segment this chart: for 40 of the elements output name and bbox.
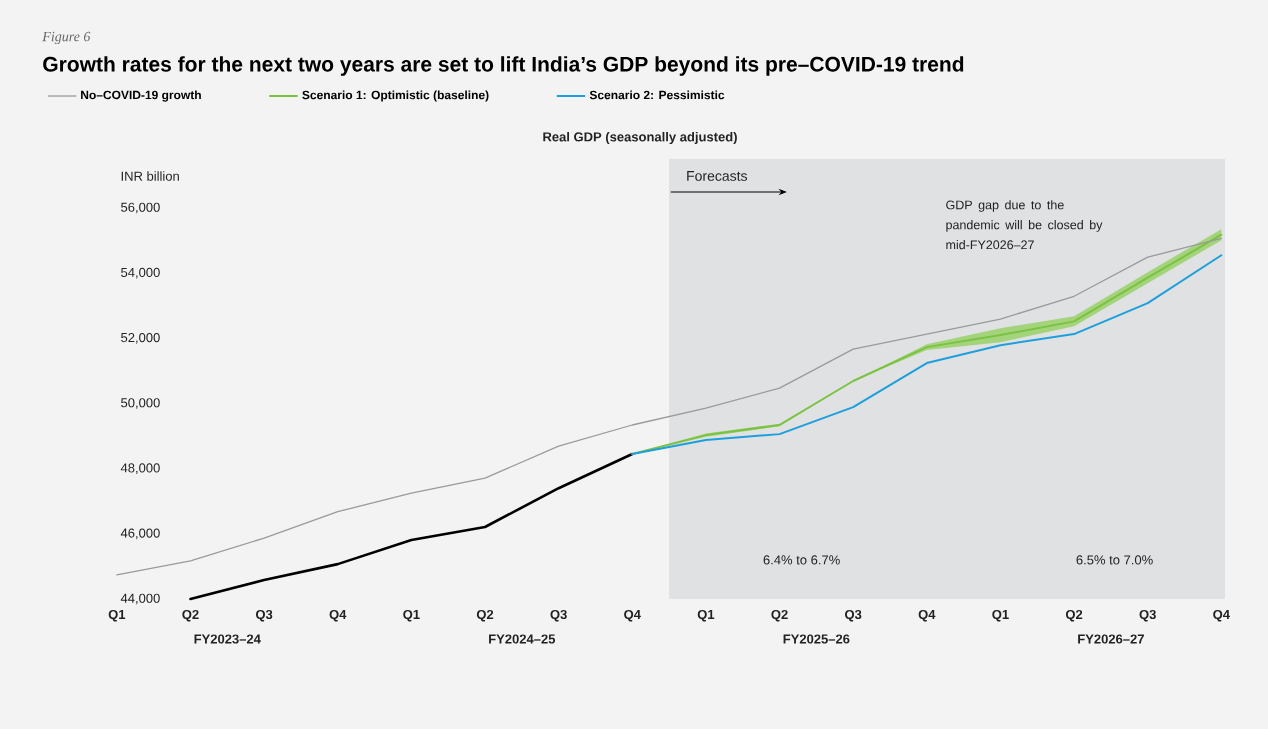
legend-label: Scenario 1: Optimistic (baseline) [302, 90, 489, 102]
y-tick-label: 44,000 [120, 593, 160, 605]
x-tick-label: Q4 [918, 609, 936, 622]
chart-subtitle: Real GDP (seasonally adjusted) [543, 131, 737, 145]
annotation: 6.4% to 6.7% [763, 555, 840, 565]
x-tick-label: Q1 [108, 609, 126, 622]
x-tick-label: Q4 [329, 609, 347, 622]
annotation: 6.5% to 7.0% [1076, 555, 1153, 565]
line-series [189, 452, 634, 601]
y-tick-label: 46,000 [120, 528, 160, 540]
text: FY2023–24 [194, 634, 261, 644]
y-tick-label: 48,000 [120, 463, 160, 475]
y-axis-title: INR billion [121, 171, 179, 181]
x-tick-label: Q2 [771, 609, 788, 622]
chart-title: Growth rates for the next two years are set to lift India’s GDP beyond its pre–COVID-19 trend [43, 56, 964, 76]
x-tick-label: Q2 [1065, 609, 1083, 622]
legend-label: Scenario 2: Pessimistic [589, 90, 725, 100]
annotation: GDP gap due to the pandemic will be closed by mid-FY2026–27 [946, 200, 1103, 250]
text: FY2024–25 [489, 634, 556, 644]
text: FY2025–26 [783, 634, 850, 644]
x-tick-label: Q4 [1213, 609, 1230, 622]
x-tick-label: Q3 [1139, 609, 1156, 622]
x-tick-label: Q1 [992, 609, 1009, 622]
y-tick-label: 54,000 [121, 267, 160, 279]
x-tick-label: Q2 [182, 609, 199, 622]
line-series [116, 237, 1222, 576]
caption: Figure 6 [42, 31, 91, 45]
text: FY2026–27 [1078, 634, 1144, 644]
x-tick-label: Q3 [845, 609, 862, 622]
legend-label: No–COVID-19 growth [81, 90, 201, 102]
y-tick-label: 50,000 [121, 398, 160, 409]
x-tick-label: Q1 [403, 609, 420, 622]
x-tick-label: Q4 [624, 609, 641, 622]
text: Forecasts [687, 171, 748, 181]
y-tick-label: 52,000 [121, 332, 160, 344]
y-tick-label: 56,000 [121, 202, 160, 214]
x-tick-label: Q3 [550, 609, 567, 622]
x-tick-label: Q3 [255, 609, 273, 622]
x-tick-label: Q2 [476, 609, 494, 622]
x-tick-label: Q1 [697, 609, 715, 622]
